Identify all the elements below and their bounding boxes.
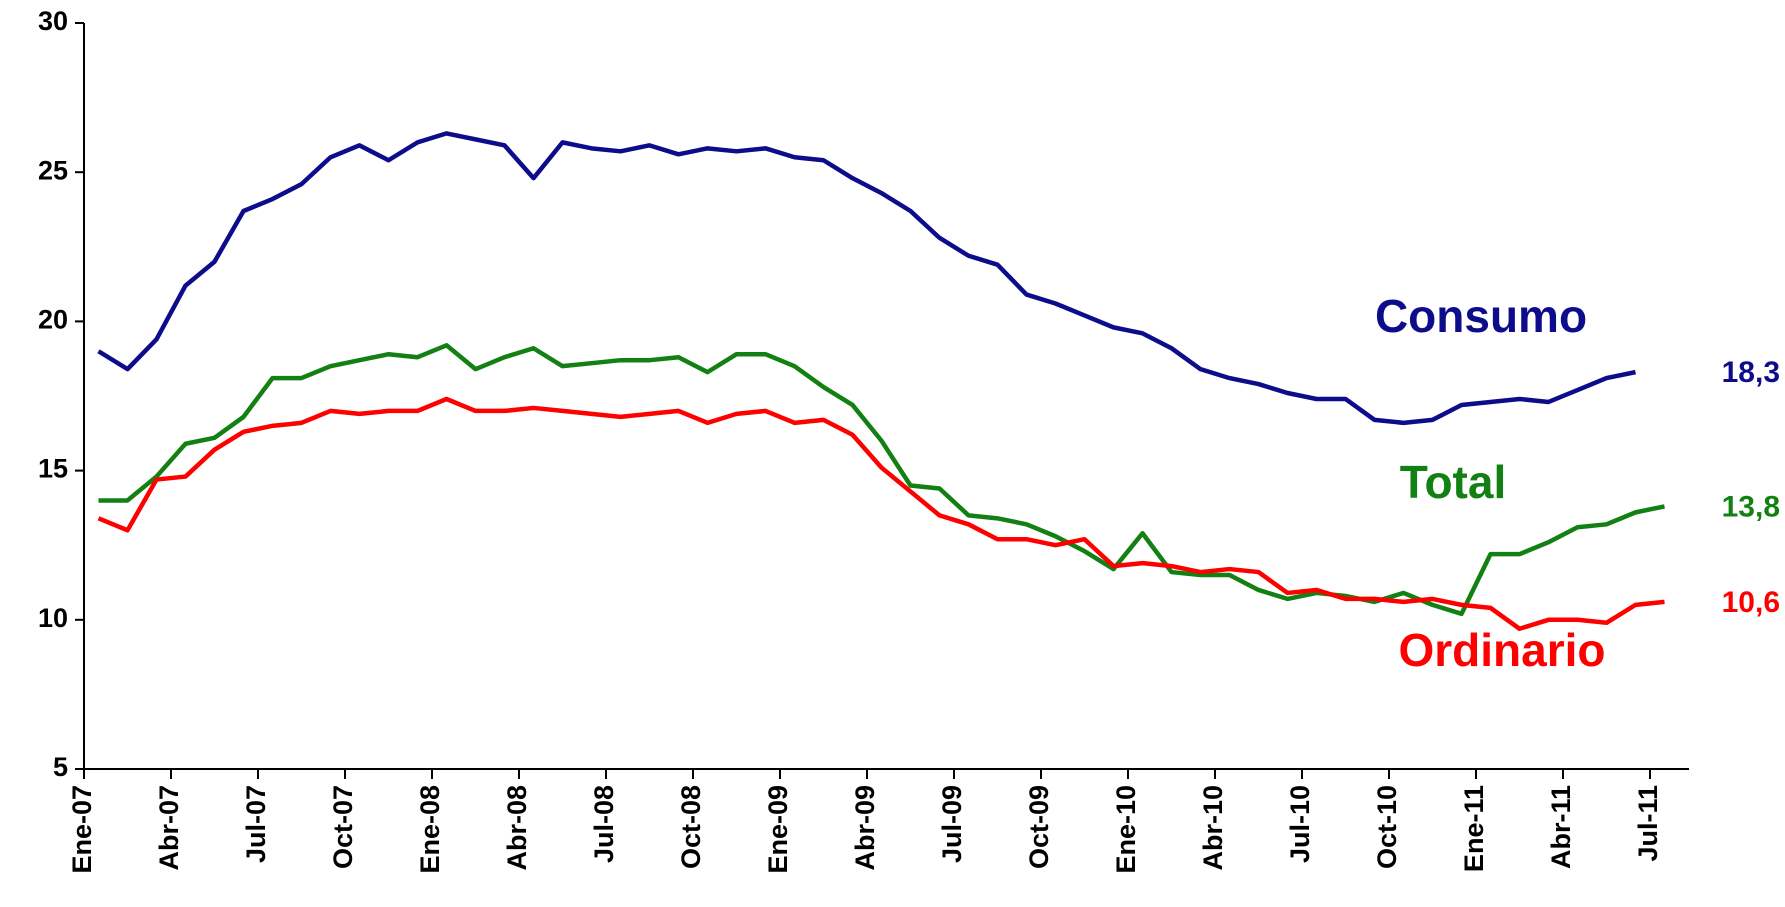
x-tick-label: Jul-10: [1285, 785, 1315, 863]
x-tick-label: Abr-08: [502, 785, 532, 871]
series-line: [97, 131, 1636, 426]
x-tick-label: Jul-09: [937, 785, 967, 863]
x-tick-label: Abr-07: [154, 785, 184, 871]
series-name: Total: [1400, 456, 1506, 508]
x-tick-label: Oct-08: [676, 785, 706, 869]
y-tick-label: 25: [38, 155, 68, 185]
x-tick-label: Oct-07: [328, 785, 358, 869]
series-line: [97, 396, 1665, 632]
value-label: 18,3: [1722, 356, 1780, 389]
x-tick-label: Abr-09: [850, 785, 880, 871]
y-tick-label: 30: [38, 6, 68, 36]
series-line: [98, 343, 1665, 617]
series-name: Ordinario: [1398, 624, 1605, 676]
y-tick-label: 10: [38, 603, 68, 633]
x-tick-label: Abr-11: [1546, 785, 1576, 869]
value-label: 10,6: [1722, 586, 1780, 619]
y-tick-label: 20: [38, 305, 68, 335]
x-tick-label: Ene-10: [1111, 785, 1141, 874]
x-tick-label: Oct-09: [1024, 785, 1054, 869]
series-name: Consumo: [1375, 290, 1587, 342]
x-tick-label: Jul-07: [241, 785, 271, 863]
x-tick-label: Ene-09: [763, 785, 793, 874]
x-tick-label: Jul-11: [1633, 785, 1663, 862]
x-tick-label: Ene-07: [67, 785, 97, 874]
value-label: 13,8: [1722, 490, 1780, 523]
x-tick-label: Abr-10: [1198, 785, 1228, 871]
y-tick-label: 5: [53, 752, 68, 782]
x-tick-label: Ene-08: [415, 785, 445, 874]
x-tick-label: Ene-11: [1459, 785, 1489, 872]
x-tick-label: Jul-08: [589, 785, 619, 863]
x-tick-label: Oct-10: [1372, 785, 1402, 869]
y-tick-label: 15: [38, 454, 68, 484]
